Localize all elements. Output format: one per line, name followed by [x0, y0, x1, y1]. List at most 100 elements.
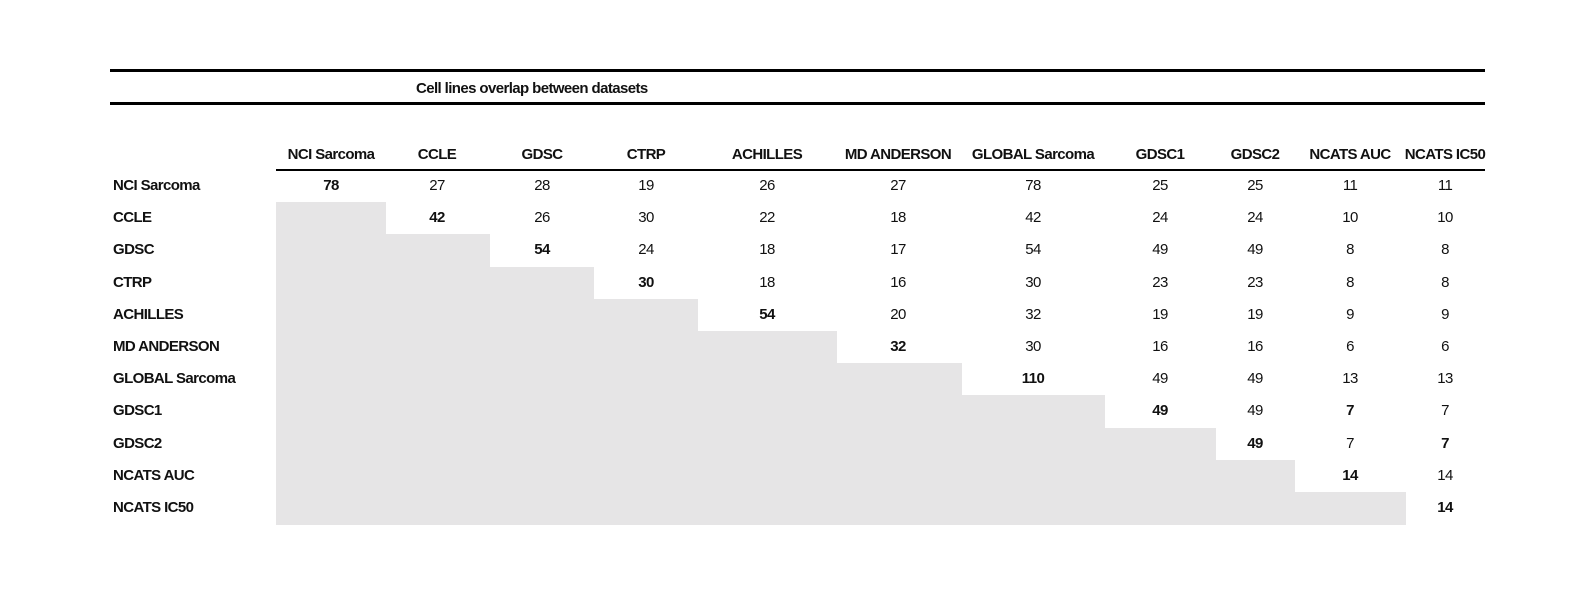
- row-header: NCATS AUC: [113, 466, 195, 484]
- cell-value: 14: [1437, 499, 1453, 516]
- column-header: NCI Sarcoma: [287, 146, 375, 163]
- row-header: CTRP: [113, 273, 152, 291]
- cell-value: 27: [890, 177, 906, 194]
- column-header: GLOBAL Sarcoma: [971, 146, 1095, 163]
- cell-value: 24: [1247, 209, 1263, 227]
- cell-value: 25: [1152, 177, 1168, 194]
- cell-value: 49: [1152, 241, 1168, 259]
- column-header: GDSC2: [1230, 146, 1280, 163]
- column-header: NCATS AUC: [1309, 146, 1391, 163]
- cell-value: 54: [759, 305, 775, 323]
- top-rule: [110, 69, 1485, 72]
- row-header: GLOBAL Sarcoma: [113, 370, 236, 388]
- cell-value: 7: [1441, 434, 1449, 452]
- cell-value: 7: [1346, 402, 1354, 420]
- cell-value: 16: [1247, 338, 1263, 355]
- cell-value: 49: [1247, 434, 1263, 452]
- table-title: Cell lines overlap between datasets: [416, 80, 648, 97]
- empty-cell: [276, 427, 1216, 461]
- empty-cell: [276, 202, 386, 235]
- cell-value: 7: [1346, 434, 1354, 452]
- cell-value: 25: [1247, 177, 1263, 194]
- empty-cell: [276, 331, 837, 364]
- cell-value: 49: [1247, 370, 1263, 388]
- cell-value: 54: [534, 241, 550, 259]
- row-header: NCATS IC50: [113, 499, 194, 516]
- row-header: CCLE: [113, 209, 152, 227]
- empty-cell: [276, 266, 594, 300]
- cell-value: 13: [1437, 370, 1453, 388]
- cell-value: 6: [1441, 338, 1449, 355]
- cell-value: 30: [638, 273, 654, 291]
- column-header: MD ANDERSON: [844, 146, 952, 163]
- cell-value: 10: [1342, 209, 1358, 227]
- column-header: CCLE: [417, 146, 457, 163]
- cell-value: 49: [1152, 370, 1168, 388]
- empty-cell: [276, 395, 1105, 429]
- empty-cell: [276, 363, 962, 396]
- cell-value: 9: [1346, 305, 1354, 323]
- row-header: GDSC2: [113, 434, 162, 452]
- row-header: MD ANDERSON: [113, 338, 220, 355]
- cell-value: 27: [429, 177, 445, 194]
- cell-value: 49: [1152, 402, 1168, 420]
- cell-value: 110: [1021, 370, 1045, 388]
- cell-value: 9: [1441, 305, 1449, 323]
- cell-value: 26: [759, 177, 775, 194]
- cell-value: 7: [1441, 402, 1449, 420]
- cell-value: 32: [890, 338, 906, 355]
- cell-value: 30: [638, 209, 654, 227]
- cell-value: 18: [759, 241, 775, 259]
- cell-value: 22: [759, 209, 775, 227]
- empty-cell: [276, 459, 1295, 493]
- cell-value: 19: [638, 177, 654, 194]
- cell-value: 11: [1437, 177, 1453, 194]
- cell-value: 16: [890, 273, 906, 291]
- cell-value: 8: [1346, 241, 1354, 259]
- cell-value: 23: [1247, 273, 1263, 291]
- cell-value: 17: [890, 241, 906, 259]
- cell-value: 18: [759, 273, 775, 291]
- header-rule: [276, 169, 1485, 171]
- cell-value: 8: [1346, 273, 1354, 291]
- column-header: ACHILLES: [731, 146, 803, 163]
- cell-value: 19: [1152, 305, 1168, 323]
- cell-value: 8: [1441, 241, 1449, 259]
- cell-value: 26: [534, 209, 550, 227]
- cell-value: 10: [1437, 209, 1453, 227]
- cell-value: 30: [1025, 273, 1041, 291]
- cell-value: 11: [1342, 177, 1358, 194]
- column-header: GDSC: [521, 146, 564, 163]
- empty-cell: [276, 492, 1406, 525]
- cell-value: 14: [1342, 466, 1358, 484]
- cell-value: 8: [1441, 273, 1449, 291]
- cell-value: 78: [323, 177, 339, 194]
- cell-value: 19: [1247, 305, 1263, 323]
- cell-value: 23: [1152, 273, 1168, 291]
- cell-value: 16: [1152, 338, 1168, 355]
- row-header: GDSC1: [113, 402, 162, 420]
- title-rule: [110, 102, 1485, 105]
- cell-value: 14: [1437, 466, 1453, 484]
- row-header: NCI Sarcoma: [113, 177, 200, 194]
- empty-cell: [276, 234, 490, 268]
- cell-value: 42: [1025, 209, 1041, 227]
- cell-value: 54: [1025, 241, 1041, 259]
- cell-value: 13: [1342, 370, 1358, 388]
- cell-value: 18: [890, 209, 906, 227]
- row-header: GDSC: [113, 241, 155, 259]
- cell-value: 24: [1152, 209, 1168, 227]
- cell-value: 28: [534, 177, 550, 194]
- row-header: ACHILLES: [113, 305, 184, 323]
- column-header: CTRP: [626, 146, 666, 163]
- cell-value: 49: [1247, 402, 1263, 420]
- cell-value: 49: [1247, 241, 1263, 259]
- cell-value: 20: [890, 305, 906, 323]
- cell-value: 30: [1025, 338, 1041, 355]
- cell-value: 78: [1025, 177, 1041, 194]
- column-header: NCATS IC50: [1404, 146, 1486, 163]
- cell-value: 32: [1025, 305, 1041, 323]
- cell-value: 6: [1346, 338, 1354, 355]
- empty-cell: [276, 298, 698, 332]
